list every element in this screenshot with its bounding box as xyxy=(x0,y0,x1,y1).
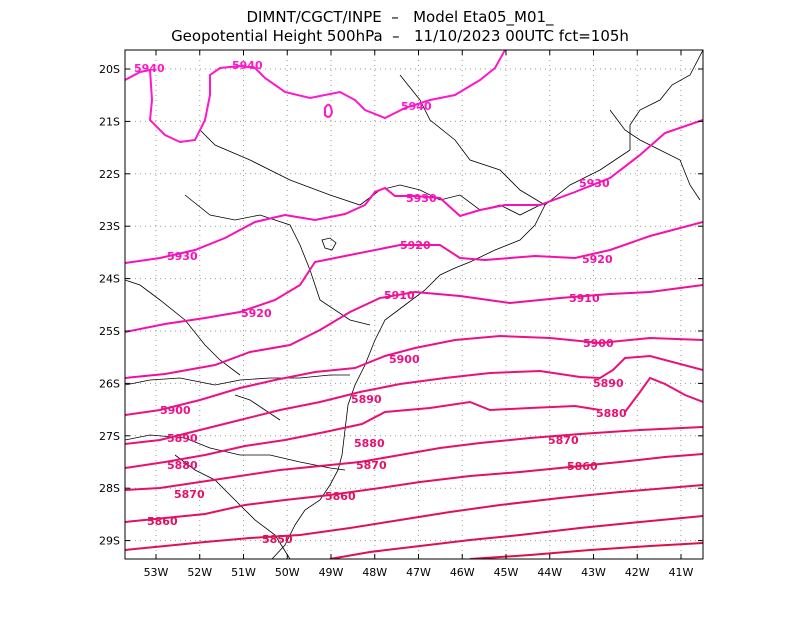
label-5940-a: 5940 xyxy=(134,62,165,75)
label-5890-c: 5890 xyxy=(593,377,624,390)
state-border-north xyxy=(399,74,546,206)
label-5910-b: 5910 xyxy=(569,292,600,305)
label-5920-b: 5920 xyxy=(400,239,431,252)
lat-label: 28S xyxy=(99,482,120,495)
latitude-labels: 20S 21S 22S 23S 24S 25S 26S 27S 28S 29S xyxy=(99,63,120,548)
contour-labels: 5940 5940 5940 5930 5930 5930 5920 5920 … xyxy=(134,59,627,546)
border-pr-sc xyxy=(125,374,350,386)
label-5860-c: 5860 xyxy=(567,460,598,473)
contour-5930 xyxy=(125,119,703,264)
border-argentina xyxy=(174,454,291,559)
contour-5880 xyxy=(125,400,601,469)
lon-label: 44W xyxy=(537,566,562,579)
contour-5900 xyxy=(125,334,703,416)
contour-5910 xyxy=(125,284,703,379)
contour-5940-west xyxy=(125,50,506,144)
label-5920-c: 5920 xyxy=(582,253,613,266)
contour-lines xyxy=(125,50,703,559)
lon-label: 53W xyxy=(144,566,169,579)
lon-label: 48W xyxy=(362,566,387,579)
lat-label: 29S xyxy=(99,535,120,548)
label-5900-c: 5900 xyxy=(583,337,614,350)
contour-5850 xyxy=(125,484,703,551)
lon-label: 41W xyxy=(669,566,694,579)
lat-label: 21S xyxy=(99,115,120,128)
label-5930-c: 5930 xyxy=(579,177,610,190)
coastline xyxy=(271,50,703,559)
label-5870-c: 5870 xyxy=(548,434,579,447)
label-5850-a: 5850 xyxy=(262,533,293,546)
axis-ticks xyxy=(125,50,703,559)
label-5870-b: 5870 xyxy=(356,459,387,472)
label-5860-b: 5860 xyxy=(325,490,356,503)
lat-label: 27S xyxy=(99,430,120,443)
label-5900-a: 5900 xyxy=(160,404,191,417)
state-border-mg-sp xyxy=(199,129,541,216)
contour-5890 xyxy=(125,354,703,445)
lat-label: 20S xyxy=(99,63,120,76)
label-5910-a: 5910 xyxy=(384,289,415,302)
contour-5860 xyxy=(125,453,703,523)
label-5900-b: 5900 xyxy=(389,353,420,366)
lat-label: 23S xyxy=(99,220,120,233)
contour-5920 xyxy=(125,221,703,333)
label-5940-c: 5940 xyxy=(401,100,432,113)
contour-5830 xyxy=(469,542,703,559)
label-5890-a: 5890 xyxy=(167,432,198,445)
lon-label: 51W xyxy=(231,566,256,579)
lon-label: 47W xyxy=(406,566,431,579)
lon-label: 46W xyxy=(450,566,475,579)
map-frame xyxy=(124,49,704,560)
label-5880-a: 5880 xyxy=(167,459,198,472)
state-border-es xyxy=(609,109,701,201)
lat-label: 26S xyxy=(99,377,120,390)
contour-5940-loop xyxy=(324,103,334,118)
lat-label: 24S xyxy=(99,273,120,286)
lon-label: 52W xyxy=(187,566,212,579)
lon-label: 42W xyxy=(625,566,650,579)
lat-label: 25S xyxy=(99,325,120,338)
label-5940-b: 5940 xyxy=(232,59,263,72)
contour-5840 xyxy=(329,515,703,559)
lon-label: 50W xyxy=(275,566,300,579)
lon-label: 43W xyxy=(581,566,606,579)
map-title-line2: Geopotential Height 500hPa – 11/10/2023 … xyxy=(171,27,629,45)
border-west xyxy=(125,279,241,376)
island-coast xyxy=(321,237,337,251)
lat-label: 22S xyxy=(99,168,120,181)
contour-5880-loop xyxy=(624,376,703,413)
lon-label: 45W xyxy=(494,566,519,579)
map-title-line1: DIMNT/CGCT/INPE – Model Eta05_M01_ xyxy=(246,8,554,26)
label-5880-c: 5880 xyxy=(596,407,627,420)
label-5920-a: 5920 xyxy=(241,307,272,320)
label-5930-a: 5930 xyxy=(167,250,198,263)
longitude-labels: 53W 52W 51W 50W 49W 48W 47W 46W 45W 44W 43W 42W 41W xyxy=(144,566,694,579)
contour-5870 xyxy=(125,426,703,491)
label-5880-b: 5880 xyxy=(354,437,385,450)
label-5860-a: 5860 xyxy=(147,515,178,528)
lon-label: 49W xyxy=(319,566,344,579)
label-5890-b: 5890 xyxy=(351,393,382,406)
label-5930-b: 5930 xyxy=(406,192,437,205)
label-5870-a: 5870 xyxy=(174,488,205,501)
river-parana xyxy=(234,394,281,421)
border-ms-sp xyxy=(184,194,371,326)
